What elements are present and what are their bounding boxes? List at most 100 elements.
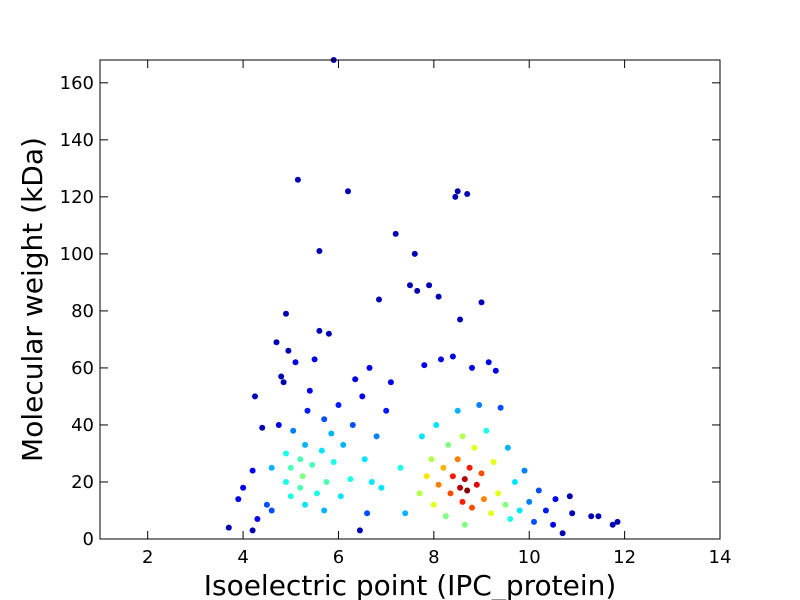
data-point [464,191,471,197]
y-tick-label: 80 [71,301,94,322]
data-point [614,518,621,525]
data-point [323,479,330,485]
data-point [297,456,304,463]
data-point [268,507,275,514]
data-point [287,493,294,500]
data-point [402,510,409,517]
data-point [335,402,342,408]
data-point [240,484,247,491]
data-point [292,359,299,366]
data-point [609,521,616,528]
y-tick-label: 100 [60,244,94,265]
data-point [445,441,452,448]
x-tick-label: 6 [333,547,344,568]
data-point [476,402,483,408]
data-point [297,484,304,491]
data-point [418,433,425,440]
data-point [325,330,332,337]
data-point [461,476,468,483]
data-point [318,447,325,454]
data-point [294,176,301,183]
data-point [273,339,280,346]
data-point [454,407,461,414]
data-point [347,476,354,483]
data-point [428,456,435,463]
data-point [449,353,456,360]
data-point [278,373,285,380]
y-tick-label: 20 [71,472,94,493]
data-point [345,188,351,195]
data-point [299,473,306,480]
data-point [483,427,490,434]
data-point [340,441,347,448]
data-point [442,513,449,520]
data-point [283,450,289,457]
data-point [259,424,266,431]
data-point [569,510,576,517]
data-point [416,490,423,497]
data-point [302,501,309,508]
data-point [359,393,366,400]
data-point [287,464,294,471]
data-point [387,379,394,386]
data-points [225,57,621,537]
data-point [280,379,287,386]
data-point [249,527,256,534]
data-point [531,518,537,525]
data-point [411,250,418,257]
data-point [316,327,323,334]
data-point [366,364,373,371]
data-point [526,498,533,505]
y-tick-label: 0 [83,529,94,550]
data-point [311,356,318,363]
y-axis-label: Molecular weight (kDa) [16,137,49,462]
data-point [306,387,313,394]
data-point [495,490,502,497]
data-point [426,282,433,289]
data-point [407,282,413,289]
data-point [361,456,368,463]
data-point [449,473,456,480]
data-point [421,362,428,369]
data-point [478,470,485,477]
data-point [316,248,323,254]
data-point [275,422,282,428]
data-point [392,230,399,237]
x-tick-label: 4 [237,547,248,568]
data-point [480,496,487,503]
data-point [588,513,595,520]
x-tick-label: 2 [142,547,153,568]
data-point [488,510,495,517]
data-point [263,501,270,508]
data-point [485,359,492,366]
data-point [321,416,328,423]
data-point [254,516,261,522]
data-point [304,407,311,414]
data-point [435,481,442,488]
data-point [356,527,363,534]
data-point [430,501,437,508]
data-point [516,507,523,514]
data-point [309,461,316,468]
data-point [225,524,232,531]
data-point [285,347,292,354]
data-point [235,496,242,503]
data-point [302,441,309,448]
data-point [490,459,497,465]
data-point [328,430,335,437]
data-point [447,490,454,497]
x-tick-label: 14 [709,547,732,568]
data-point [535,487,542,494]
data-point [290,427,297,434]
x-tick-label: 12 [613,547,636,568]
data-point [552,496,559,503]
data-point [423,473,430,480]
data-point [433,422,440,428]
data-point [435,293,442,300]
data-point [469,504,475,511]
data-point [507,516,514,522]
data-point [268,464,275,471]
data-point [352,376,359,383]
